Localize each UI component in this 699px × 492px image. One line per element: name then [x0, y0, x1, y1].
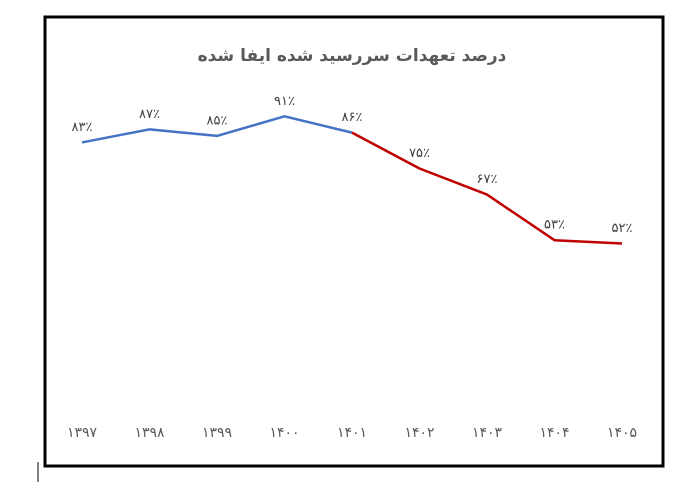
value-label: ۵۲٪: [612, 221, 633, 236]
value-label: ۸۵٪: [207, 113, 228, 128]
value-label: ۹۱٪: [274, 94, 295, 109]
value-label: ۸۶٪: [342, 110, 363, 125]
value-label: ۵۳٪: [544, 218, 565, 233]
x-tick-label: ۱۴۰۵: [607, 425, 637, 441]
x-tick-label: ۱۴۰۱: [337, 425, 367, 441]
value-label: ۷۵٪: [409, 146, 430, 161]
value-label: ۶۷٪: [477, 172, 498, 187]
x-tick-label: ۱۴۰۲: [404, 425, 434, 441]
value-label: ۸۷٪: [139, 107, 160, 122]
x-tick-label: ۱۳۹۹: [202, 425, 232, 441]
x-tick-label: ۱۴۰۳: [472, 425, 503, 441]
x-tick-label: ۱۴۰۴: [539, 425, 569, 441]
x-tick-label: ۱۴۰۰: [269, 425, 299, 441]
value-label: ۸۳٪: [72, 120, 93, 135]
chart-title: درصد تعهدات سررسید شده ایفا شده: [198, 46, 507, 66]
line: [81, 115, 353, 144]
x-tick-label: ۱۳۹۷: [67, 425, 98, 441]
x-tick-label: ۱۳۹۸: [134, 425, 165, 441]
line: [351, 131, 623, 245]
